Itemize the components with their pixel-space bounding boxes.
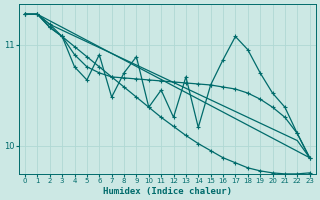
- X-axis label: Humidex (Indice chaleur): Humidex (Indice chaleur): [103, 187, 232, 196]
